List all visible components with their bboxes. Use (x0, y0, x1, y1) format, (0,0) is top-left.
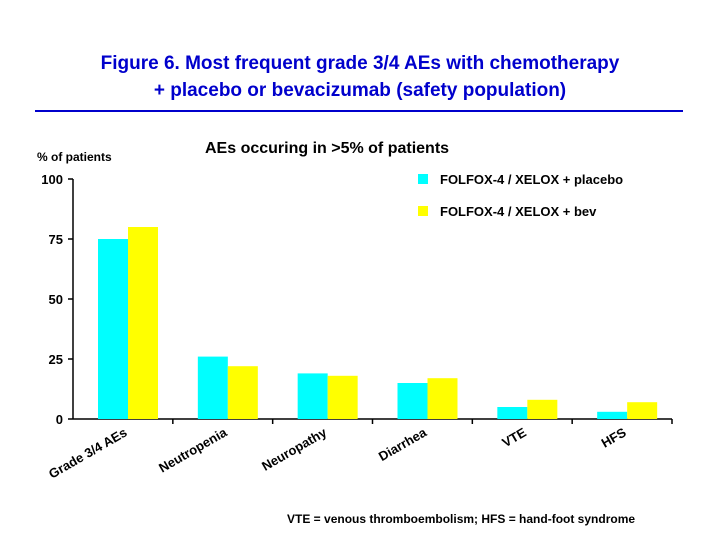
x-category-label: Neuropathy (259, 424, 330, 473)
legend-label: FOLFOX-4 / XELOX + placebo (440, 172, 623, 187)
y-tick-label: 0 (56, 412, 63, 427)
x-category-label: Diarrhea (376, 424, 430, 464)
x-category-label: Grade 3/4 AEs (46, 425, 129, 482)
bar-bev (627, 402, 658, 419)
bar-placebo (197, 356, 228, 419)
bar-placebo (497, 407, 528, 419)
title-underline (35, 110, 683, 112)
bar-placebo (397, 383, 428, 419)
legend-label: FOLFOX-4 / XELOX + bev (440, 204, 597, 219)
slide-title: Figure 6. Most frequent grade 3/4 AEs wi… (0, 50, 720, 104)
bar-bev (327, 375, 358, 419)
bar-bev (128, 227, 158, 419)
x-category-label: VTE (499, 424, 529, 450)
bar-bev (427, 378, 458, 419)
bar-bev (227, 366, 258, 419)
y-tick-label: 25 (49, 352, 63, 367)
bar-placebo (597, 411, 628, 419)
x-category-label: HFS (599, 424, 629, 450)
legend-swatch (418, 174, 428, 184)
title-line-1: Figure 6. Most frequent grade 3/4 AEs wi… (100, 53, 620, 74)
y-tick-label: 75 (49, 232, 63, 247)
chart-title: AEs occuring in >5% of patients (205, 140, 450, 157)
bar-placebo (297, 373, 328, 419)
title-line-2: + placebo or bevacizumab (safety populat… (153, 80, 567, 101)
y-axis-label: % of patients (37, 150, 112, 164)
x-category-label: Neutropenia (156, 424, 230, 475)
legend-swatch (418, 206, 428, 216)
bar-bev (527, 399, 558, 419)
bar-placebo (98, 239, 128, 419)
footnote: VTE = venous thromboembolism; HFS = hand… (287, 512, 636, 526)
y-tick-label: 100 (41, 172, 63, 187)
y-tick-label: 50 (49, 292, 63, 307)
